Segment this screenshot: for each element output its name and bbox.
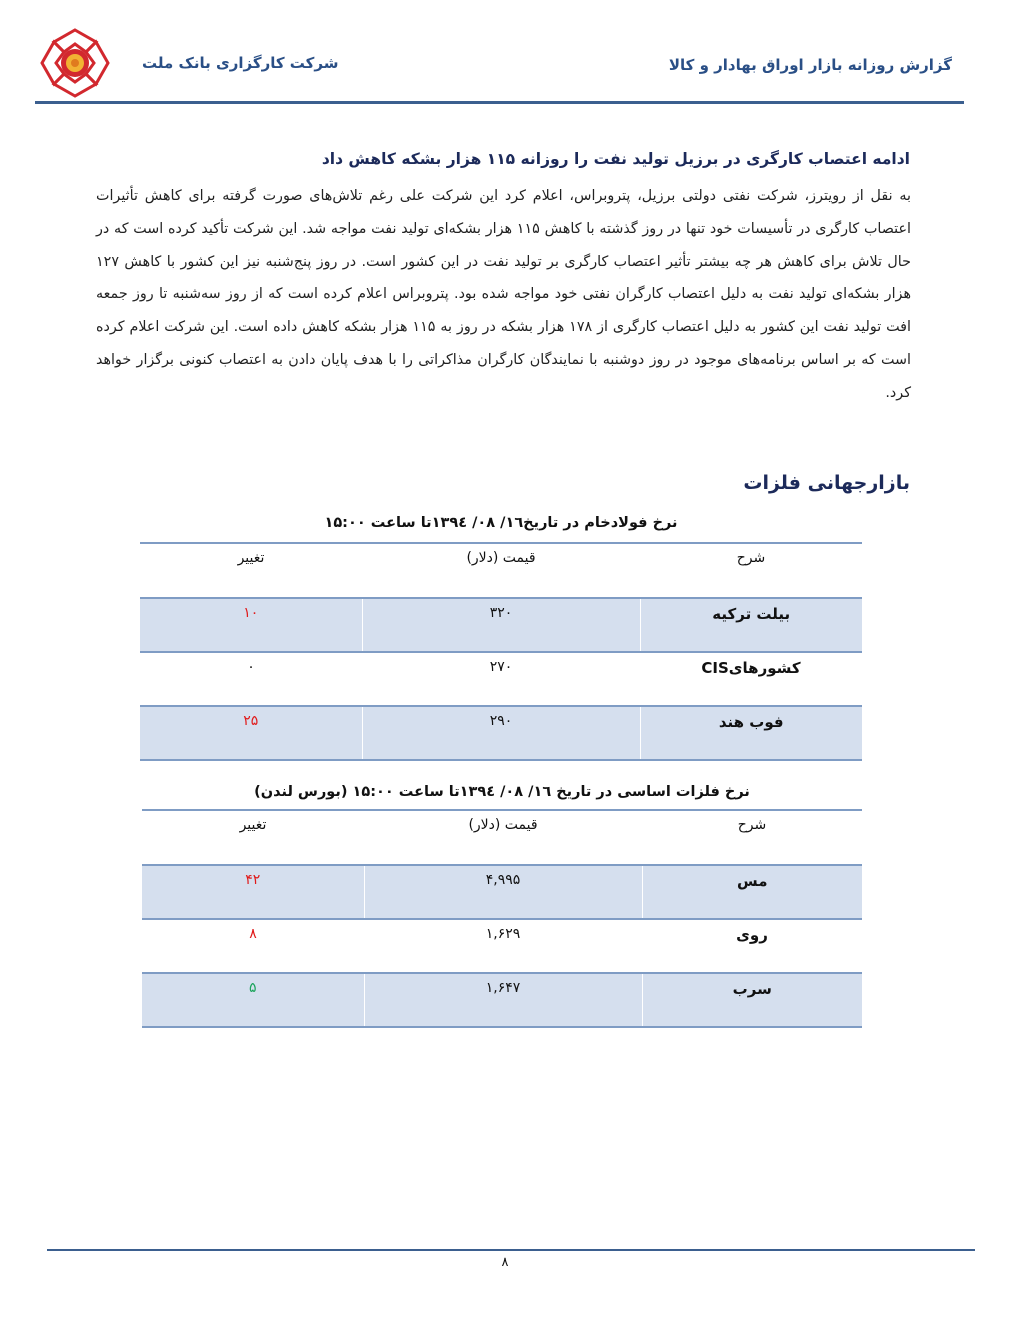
header-change: تغییر [140,542,362,598]
row-change: ۲۵ [140,705,363,761]
row-name: مس [642,864,862,919]
row-change: ۵ [142,972,365,1028]
news-headline: ادامه اعتصاب کارگری در برزیل تولید نفت ر… [321,150,910,168]
report-title: گزارش روزانه بازار اوراق بهادار و کالا [668,56,952,74]
steel-table-caption: نرخ فولادخام در تاریخ۱٦/ ۰۸/ ۱۳۹٤تا ساعت… [324,515,678,531]
bank-mellat-logo [40,28,110,98]
row-change: ۰ [140,651,362,706]
header-divider [35,101,964,104]
row-price: ۱,۶۲۹ [364,918,642,973]
row-change: ۱۰ [140,597,363,652]
footer-divider [47,1249,975,1251]
table-row: کشورهایCIS ۲۷۰ ۰ [140,651,862,706]
row-change: ۸ [142,918,364,973]
base-metals-table-caption: نرخ فلزات اساسی در تاریخ ۱٦/ ۰۸/ ۱۳۹٤تا … [254,784,750,800]
header-change: تغییر [142,809,364,865]
row-name: فوب هند [640,705,862,761]
header-description: شرح [640,542,862,598]
page-number: ۸ [501,1255,509,1270]
table-header-row: شرح قیمت (دلار) تغییر [140,542,862,598]
row-name: سرب [642,972,862,1028]
row-price: ۴,۹۹۵ [364,864,643,919]
row-change: ۴۲ [142,864,365,919]
table-row: فوب هند ۲۹۰ ۲۵ [140,705,862,761]
news-body: به نقل از رویترز، شرکت نفتی دولتی برزیل،… [96,188,911,401]
row-price: ۱,۶۴۷ [364,972,643,1028]
section-title: بازارجهانی فلزات [743,472,910,494]
row-price: ۲۹۰ [362,705,641,761]
table-row: سرب ۱,۶۴۷ ۵ [142,972,862,1028]
row-name: بیلت ترکیه [640,597,862,652]
table-header-row: شرح قیمت (دلار) تغییر [142,809,862,865]
row-name: کشورهایCIS [640,651,862,706]
table-row: روی ۱,۶۲۹ ۸ [142,918,862,973]
header-price: قیمت (دلار) [362,542,640,598]
company-name: شرکت کارگزاری بانک ملت [142,54,339,72]
header-price: قیمت (دلار) [364,809,642,865]
base-metals-price-table: شرح قیمت (دلار) تغییر مس ۴,۹۹۵ ۴۲ روی ۱,… [142,809,862,1028]
row-price: ۲۷۰ [362,651,640,706]
row-price: ۳۲۰ [362,597,641,652]
steel-price-table: شرح قیمت (دلار) تغییر بیلت ترکیه ۳۲۰ ۱۰ … [140,542,862,761]
header-description: شرح [642,809,862,865]
table-row: مس ۴,۹۹۵ ۴۲ [142,864,862,919]
table-row: بیلت ترکیه ۳۲۰ ۱۰ [140,597,862,652]
row-name: روی [642,918,862,973]
